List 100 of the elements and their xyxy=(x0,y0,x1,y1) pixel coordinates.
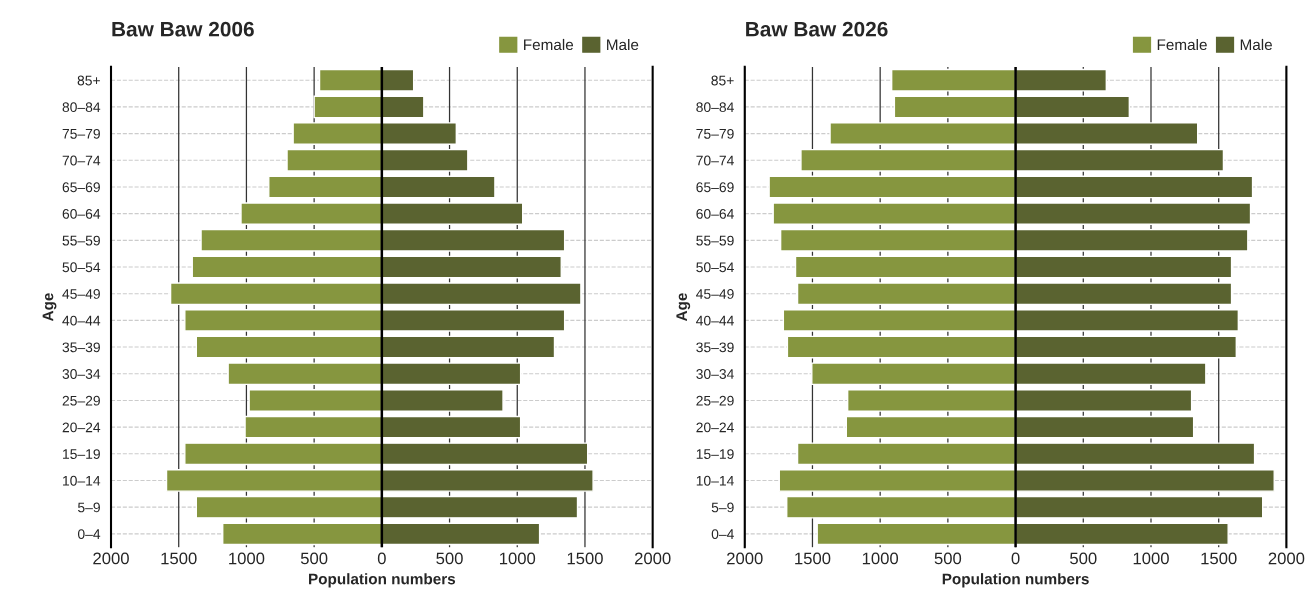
x-tick-label: 500 xyxy=(436,552,463,565)
y-tick-label: 65–69 xyxy=(696,182,734,193)
legend-label: Female xyxy=(1157,38,1207,51)
y-tick-label: 45–49 xyxy=(696,289,734,299)
bar xyxy=(381,522,541,546)
y-tick-label: 30–34 xyxy=(696,369,734,379)
y-tick-label: 60–64 xyxy=(62,208,101,219)
legend-label: Male xyxy=(1240,38,1272,51)
bar xyxy=(381,335,556,359)
bar xyxy=(381,95,425,119)
y-tick-label: 15–19 xyxy=(696,449,734,459)
y-tick-label: 25–29 xyxy=(62,395,100,406)
y-tick-label: 0–4 xyxy=(77,529,101,540)
bar xyxy=(381,175,496,199)
chart-title: Baw Baw 2026 xyxy=(746,21,888,37)
y-tick-label: 80–84 xyxy=(696,102,734,113)
x-tick-label: 1000 xyxy=(229,552,265,565)
bar xyxy=(381,442,589,466)
bar xyxy=(195,335,383,359)
y-tick-label: 55–59 xyxy=(62,235,100,246)
y-tick-label: 75–79 xyxy=(62,128,100,139)
y-tick-label: 5–9 xyxy=(77,502,100,513)
bar xyxy=(1014,175,1254,199)
bar xyxy=(381,202,524,226)
y-tick-label: 25–29 xyxy=(696,395,734,406)
bar xyxy=(846,389,1017,412)
bar xyxy=(796,442,1017,466)
bar xyxy=(1014,442,1256,466)
bar xyxy=(381,228,566,252)
x-tick-label: 2000 xyxy=(93,552,129,565)
y-tick-label: 40–44 xyxy=(696,315,734,326)
bar xyxy=(816,522,1017,546)
bar xyxy=(890,68,1017,92)
bar xyxy=(782,309,1017,332)
y-tick-label: 50–54 xyxy=(696,262,734,273)
bar xyxy=(227,362,383,386)
bar xyxy=(200,228,383,252)
x-axis-title: Population numbers xyxy=(942,573,1089,588)
bar xyxy=(381,282,582,306)
y-tick-label: 85+ xyxy=(711,75,734,86)
bar xyxy=(1014,415,1195,439)
x-tick-label: 1000 xyxy=(1133,552,1169,565)
y-tick-label: 20–24 xyxy=(62,422,101,433)
x-tick-label: 2000 xyxy=(1268,552,1305,565)
y-tick-label: 10–14 xyxy=(696,475,734,486)
bar xyxy=(1014,335,1238,359)
bar xyxy=(1014,95,1131,119)
y-tick-label: 85+ xyxy=(77,75,100,86)
y-tick-label: 75–79 xyxy=(696,128,734,139)
y-tick-label: 10–14 xyxy=(63,475,101,486)
bar xyxy=(1014,122,1199,145)
bar xyxy=(381,68,415,92)
bar xyxy=(381,148,469,172)
x-tick-label: 500 xyxy=(300,552,328,565)
bar xyxy=(381,469,594,492)
y-tick-label: 45–49 xyxy=(62,289,100,299)
x-tick-label: 1500 xyxy=(567,552,603,565)
bar xyxy=(1014,469,1275,492)
bar xyxy=(893,95,1017,119)
y-tick-label: 30–34 xyxy=(62,369,101,379)
y-tick-label: 55–59 xyxy=(696,235,734,246)
bar xyxy=(845,415,1017,439)
bar xyxy=(1014,362,1207,386)
bar xyxy=(381,389,504,412)
chart-title: Baw Baw 2006 xyxy=(112,21,254,37)
bar xyxy=(169,282,383,306)
bar xyxy=(184,442,383,466)
x-axis-title: Population numbers xyxy=(309,573,456,588)
bar xyxy=(1014,228,1249,252)
y-tick-label: 60–64 xyxy=(696,208,734,219)
bar xyxy=(778,469,1017,492)
bar xyxy=(772,202,1017,226)
bar xyxy=(248,389,383,412)
y-tick-label: 20–24 xyxy=(696,422,734,433)
bar xyxy=(1014,389,1193,412)
bar xyxy=(829,122,1017,145)
bar xyxy=(800,148,1017,172)
bar xyxy=(268,175,383,199)
bar xyxy=(244,415,383,439)
bar xyxy=(318,68,383,92)
bar xyxy=(786,335,1017,359)
bar xyxy=(1014,495,1264,519)
y-tick-label: 50–54 xyxy=(62,262,101,273)
y-tick-label: 80–84 xyxy=(62,102,101,113)
bar xyxy=(381,362,522,386)
bar xyxy=(1014,522,1229,546)
bar xyxy=(1014,309,1240,332)
x-tick-label: 0 xyxy=(1011,552,1020,565)
x-tick-label: 1500 xyxy=(1201,552,1237,565)
legend-label: Male xyxy=(607,38,639,51)
x-tick-label: 500 xyxy=(934,552,962,565)
x-tick-label: 1500 xyxy=(161,552,197,565)
x-tick-label: 2000 xyxy=(634,552,671,565)
y-tick-label: 70–74 xyxy=(62,155,101,166)
bar xyxy=(796,282,1017,306)
bar xyxy=(1014,282,1233,306)
x-tick-label: 500 xyxy=(1070,552,1097,565)
bar xyxy=(786,495,1017,519)
y-tick-label: 35–39 xyxy=(62,342,100,353)
y-axis-title: Age xyxy=(42,293,57,322)
